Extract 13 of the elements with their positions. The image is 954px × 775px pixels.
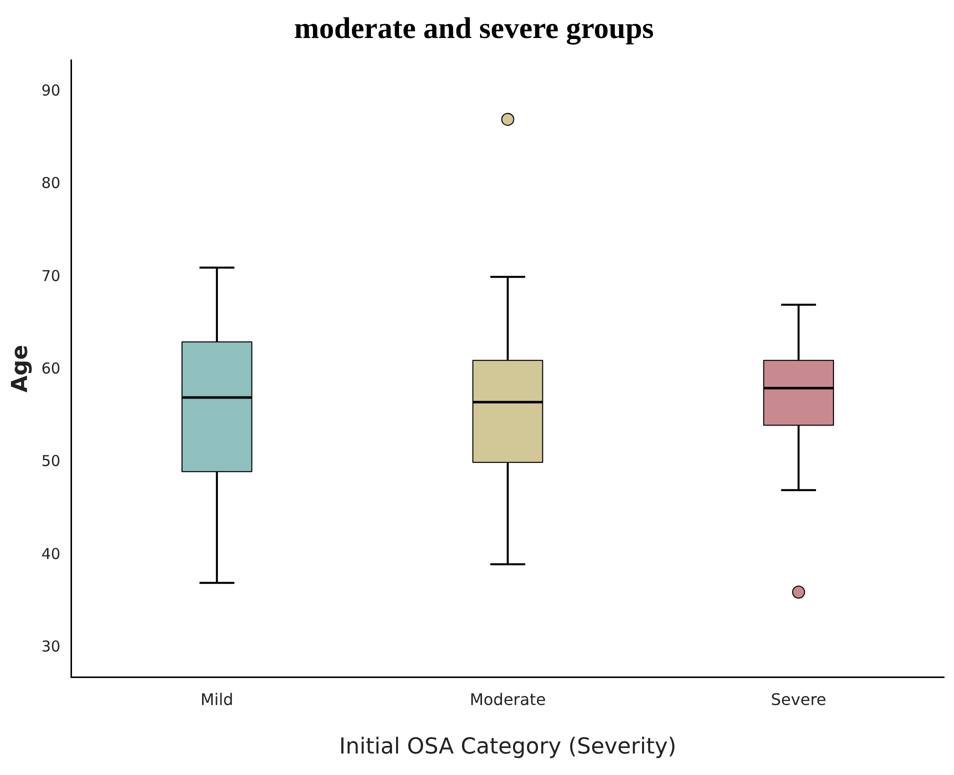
x-axis-title: Initial OSA Category (Severity): [339, 734, 676, 760]
x-tick-label: Moderate: [470, 690, 546, 710]
chart-title: moderate and severe groups: [294, 12, 654, 45]
x-tick-label: Mild: [200, 690, 234, 710]
y-tick-label: 70: [41, 266, 60, 285]
y-tick-label: 50: [41, 452, 60, 470]
x-tick-label: Severe: [770, 690, 826, 710]
y-tick-label: 40: [41, 544, 60, 563]
y-tick-label: 90: [41, 81, 60, 100]
y-tick-label: 60: [41, 360, 60, 378]
y-tick-label: 30: [41, 638, 60, 656]
y-tick-label: 80: [41, 174, 60, 192]
y-axis-title: Age: [8, 344, 33, 393]
